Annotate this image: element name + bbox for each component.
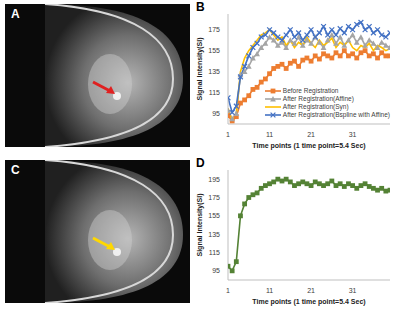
svg-text:155: 155 bbox=[208, 212, 220, 219]
svg-text:31: 31 bbox=[349, 131, 357, 138]
html-text:D: D bbox=[196, 156, 205, 170]
html-text:After Registration(Bspline wit: After Registration(Bspline with Affine) bbox=[282, 111, 390, 118]
html-text:C: C bbox=[11, 163, 20, 177]
svg-text:95: 95 bbox=[212, 110, 220, 117]
svg-text:115: 115 bbox=[209, 89, 220, 96]
svg-text:Signal Intensity(SI): Signal Intensity(SI) bbox=[196, 193, 204, 256]
svg-text:Time points (1 time point=5.4: Time points (1 time point=5.4 Sec) bbox=[252, 298, 365, 306]
svg-text:11: 11 bbox=[266, 131, 273, 138]
html-text:Before Registration: Before Registration bbox=[282, 87, 339, 94]
svg-text:1: 1 bbox=[226, 131, 230, 138]
svg-text:11: 11 bbox=[266, 287, 273, 294]
svg-text:135: 135 bbox=[208, 231, 220, 238]
svg-text:175: 175 bbox=[208, 26, 220, 33]
svg-text:21: 21 bbox=[307, 287, 315, 294]
html-text:After Registration(Affine): After Registration(Affine) bbox=[282, 95, 354, 102]
svg-text:1: 1 bbox=[226, 287, 230, 294]
svg-text:95: 95 bbox=[212, 267, 220, 274]
svg-text:115: 115 bbox=[209, 249, 220, 256]
html-text:B: B bbox=[196, 0, 205, 14]
svg-text:195: 195 bbox=[208, 176, 220, 183]
html-text:A: A bbox=[11, 7, 20, 21]
svg-text:Time points (1 time point=5.4: Time points (1 time point=5.4 Sec) bbox=[252, 142, 365, 150]
svg-text:155: 155 bbox=[208, 47, 220, 54]
svg-text:21: 21 bbox=[307, 131, 315, 138]
svg-text:175: 175 bbox=[208, 194, 220, 201]
svg-text:Signal Intensity(SI): Signal Intensity(SI) bbox=[196, 37, 204, 100]
html-text:After Registration(Syn): After Registration(Syn) bbox=[282, 103, 349, 110]
svg-text:31: 31 bbox=[349, 287, 357, 294]
svg-text:135: 135 bbox=[208, 68, 220, 75]
